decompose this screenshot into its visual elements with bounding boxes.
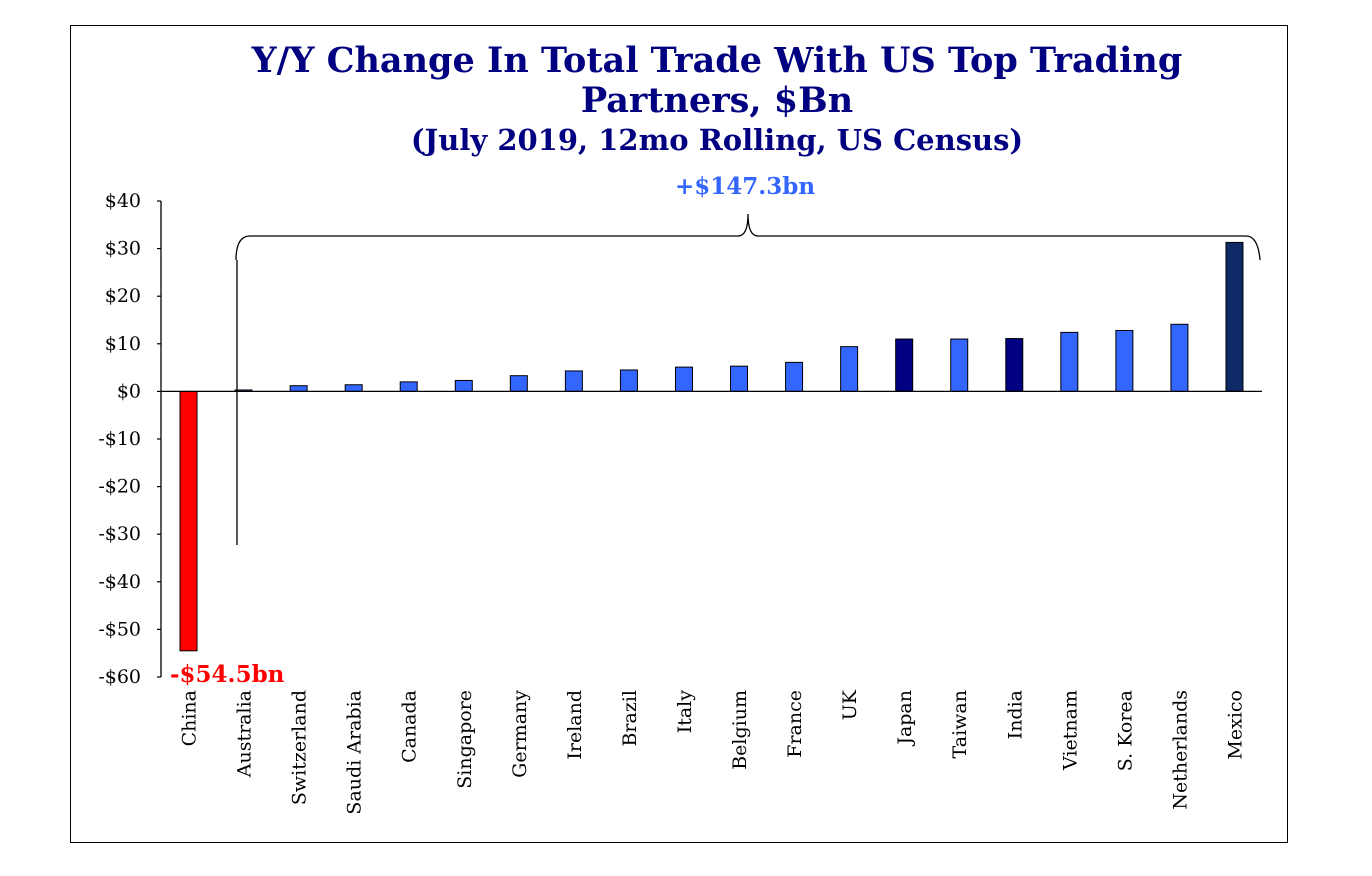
bar-germany [509,375,528,392]
chart-title-line-1: Y/Y Change In Total Trade With US Top Tr… [251,40,1183,81]
bar-netherlands [1170,323,1189,392]
y-tick-label: -$20 [98,476,141,498]
y-tick-label: $30 [105,238,141,260]
y-tick-label: -$50 [98,618,141,640]
x-tick-label: Brazil [619,690,641,747]
y-tick-label: $10 [105,333,141,355]
x-tick-label: Mexico [1224,690,1246,760]
total-annotation: +$147.3bn [675,173,815,200]
bar-france [785,361,804,392]
y-tick-label: $40 [105,190,141,212]
x-tick-label: Belgium [729,690,751,770]
y-tick-label: $20 [105,285,141,307]
chart-title-line-2: Partners, $Bn [581,80,853,121]
x-tick-label: India [1004,690,1026,739]
y-tick-label: -$60 [98,666,141,688]
y-tick-label: $0 [117,380,141,402]
x-tick-label: Australia [234,690,256,778]
chart-frame [70,25,1288,843]
y-tick-label: -$10 [98,428,141,450]
bar-canada [399,381,418,392]
bar-switzerland [289,385,308,392]
x-tick-label: Singapore [454,690,476,789]
y-tick-label: -$30 [98,523,141,545]
x-tick-label: France [784,690,806,758]
bar-singapore [454,379,473,392]
bar-mexico [1225,241,1244,392]
bar-s-korea [1115,329,1134,392]
bar-taiwan [950,338,969,392]
bar-uk [840,346,859,392]
bar-italy [674,366,693,392]
y-tick-label: -$40 [98,571,141,593]
x-tick-label: Taiwan [949,690,971,758]
bar-saudi-arabia [344,384,363,392]
annotation-brackets [235,213,1261,545]
top-bracket [235,213,1261,261]
bar-belgium [730,365,749,392]
bar-china [179,390,198,652]
x-tick-label: Vietnam [1059,690,1081,771]
bar-ireland [564,370,583,392]
x-tick-label: Netherlands [1169,690,1191,810]
x-tick-label: Switzerland [289,690,311,805]
x-tick-label: Japan [894,690,916,747]
bar-japan [895,338,914,392]
x-tick-label: UK [839,689,861,720]
x-tick-label: Canada [399,690,421,763]
x-tick-label: S. Korea [1114,690,1136,771]
chart-subtitle: (July 2019, 12mo Rolling, US Census) [411,123,1023,157]
bar-india [1005,338,1024,392]
bar-vietnam [1060,331,1079,392]
x-tick-label: Italy [674,690,696,734]
x-tick-label: Germany [509,690,531,778]
bar-brazil [619,369,638,392]
x-tick-label: Saudi Arabia [344,690,366,815]
y-axis: $40 $30 $20 $10 $0 -$10 -$20 -$30 -$40 -$50 -$60 [98,190,162,688]
x-tick-label: China [179,690,201,746]
china-annotation: -$54.5bn [170,661,285,688]
x-axis-labels: China Australia Switzerland Saudi Arabia Can… [179,689,1247,814]
bars [161,241,1262,652]
x-tick-label: Ireland [564,690,586,760]
